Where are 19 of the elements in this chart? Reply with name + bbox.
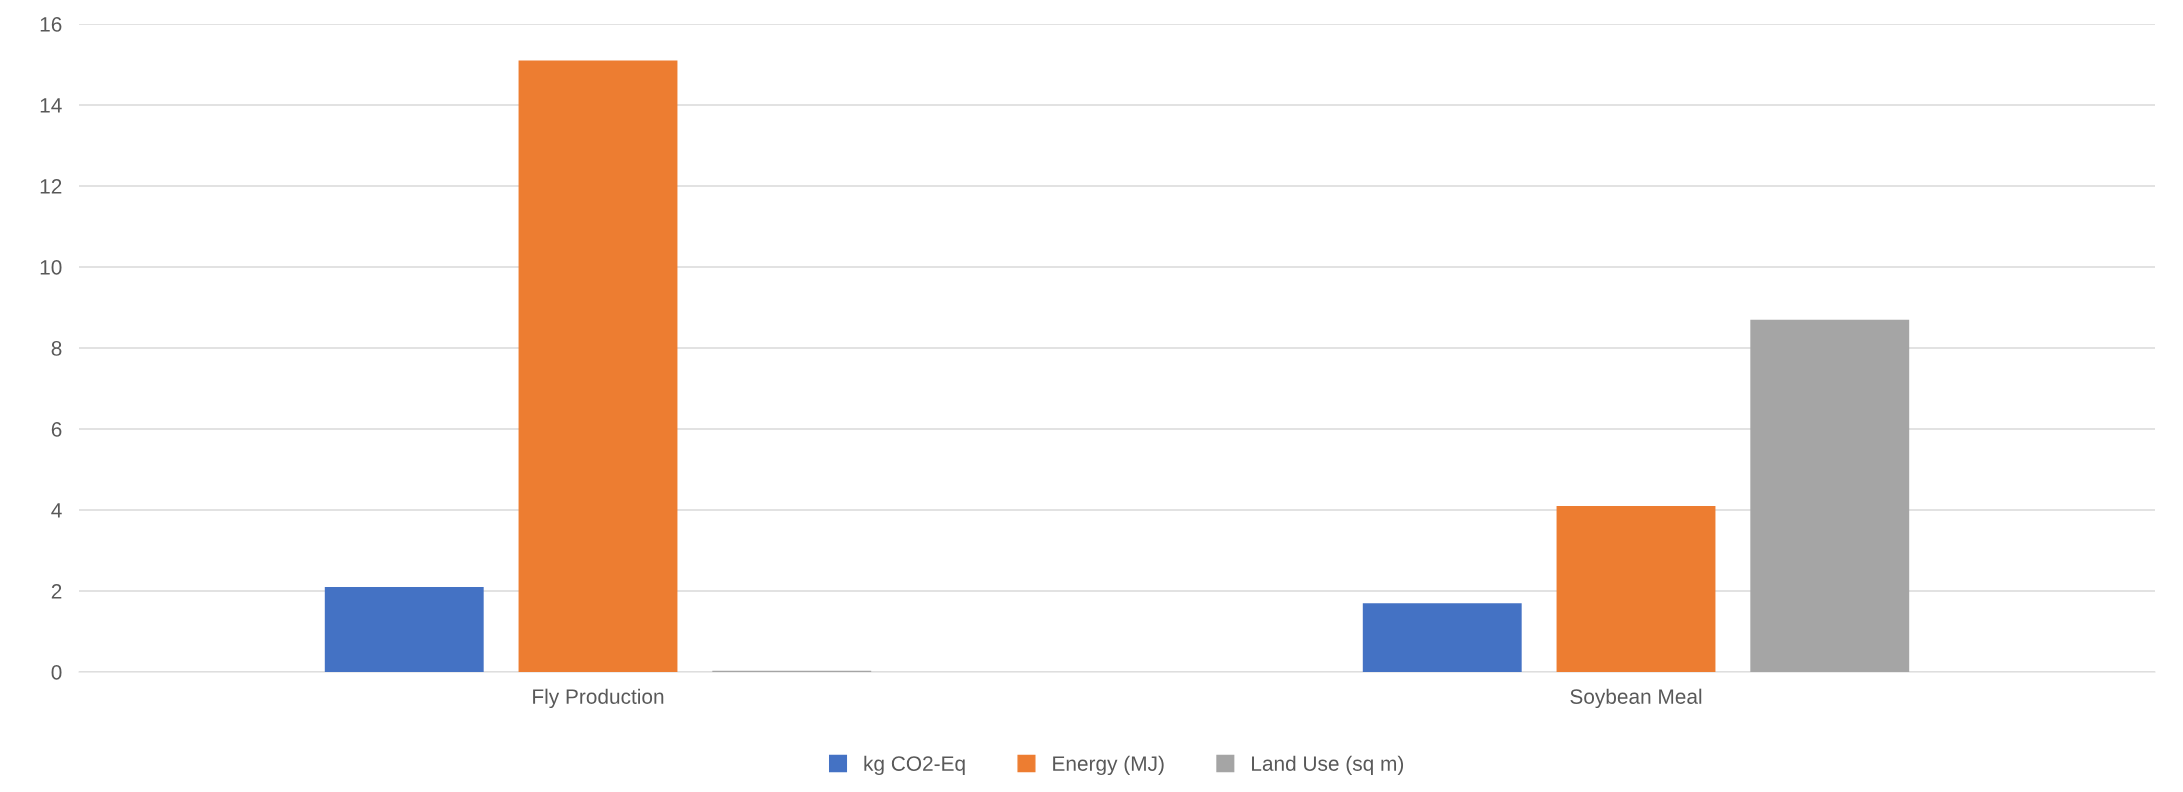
y-tick-label: 14 xyxy=(40,98,62,113)
y-tick-label: 0 xyxy=(51,665,62,680)
bar xyxy=(1750,319,1910,672)
legend-label: Energy (MJ) xyxy=(1053,755,1164,776)
y-tick-label: 12 xyxy=(40,179,62,194)
bar xyxy=(1556,505,1716,672)
legend-label: Land Use (sq m) xyxy=(1252,755,1404,776)
y-tick-label: 6 xyxy=(51,422,62,437)
x-tick-label: Fly Production xyxy=(533,688,664,709)
y-tick-label: 2 xyxy=(51,584,62,599)
legend-label: kg CO2-Eq xyxy=(864,755,965,776)
x-tick-label: Soybean Meal xyxy=(1570,688,1702,709)
y-tick-label: 4 xyxy=(51,503,62,518)
bar xyxy=(1362,603,1522,672)
y-tick-label: 10 xyxy=(40,260,62,275)
bar xyxy=(324,586,484,672)
bar xyxy=(518,60,678,672)
y-tick-label: 16 xyxy=(40,17,62,32)
y-tick-label: 8 xyxy=(51,341,62,356)
